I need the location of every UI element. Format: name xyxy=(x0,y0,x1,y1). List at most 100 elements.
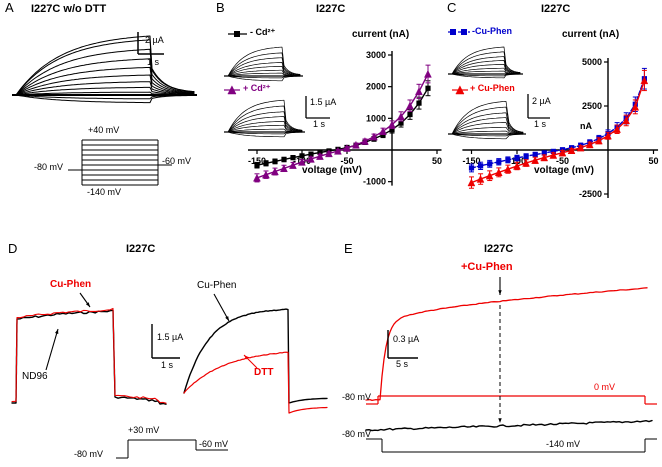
current-trace xyxy=(15,94,195,104)
panel-d-scalebar-vertical-label: 1.5 µA xyxy=(157,332,184,342)
panel-d-cuphen-black-arrow xyxy=(213,293,230,322)
marker-triangle xyxy=(540,153,548,162)
marker-triangle xyxy=(504,165,512,173)
panel-d-protocol-left-label: -80 mV xyxy=(74,449,104,459)
panel-b-title: I227C xyxy=(316,3,346,15)
current-trace xyxy=(227,121,303,133)
panel-c-legend-minus-cuphen: -Cu-Phen xyxy=(472,26,512,36)
marker-triangle xyxy=(406,102,414,110)
panel-a-protocol-bottom-label: -140 mV xyxy=(87,187,122,197)
marker-triangle xyxy=(549,151,558,159)
panel-a-protocol-top-label: +40 mV xyxy=(88,125,120,135)
panel-e-voltage-minus80-red-label: -80 mV xyxy=(342,392,372,402)
current-trace xyxy=(451,73,521,79)
panel-a-letter: A xyxy=(5,0,14,15)
marker-triangle xyxy=(262,171,270,179)
marker-triangle xyxy=(289,161,297,169)
marker-triangle xyxy=(640,76,649,85)
panel-c-letter: C xyxy=(447,0,457,15)
current-trace xyxy=(15,86,195,96)
marker-triangle xyxy=(316,152,324,160)
panel-c-y-axis-unit: nA xyxy=(580,121,592,131)
marker-triangle xyxy=(352,141,360,149)
panel-b-x-axis-title: voltage (mV) xyxy=(302,165,363,176)
y-tick-label: 3000 xyxy=(366,50,386,60)
y-tick-label: 2000 xyxy=(366,82,386,92)
panel-e-cuphen-current-trace xyxy=(365,287,648,402)
panel-b-legend-minus-cd: - Cd²⁺ xyxy=(250,27,276,37)
panel-a-scalebar-vertical-label: 2 µA xyxy=(145,35,164,45)
marker-triangle xyxy=(604,132,612,140)
marker-triangle xyxy=(271,167,279,176)
panel-d-protocol-right-label: -60 mV xyxy=(199,439,229,449)
marker-triangle xyxy=(522,159,530,167)
marker-square xyxy=(541,150,547,156)
panel-b-scalebar-horizontal-label: 1 s xyxy=(313,119,326,129)
marker-square xyxy=(505,157,511,163)
marker-triangle xyxy=(280,164,288,173)
current-trace xyxy=(15,81,195,96)
current-trace xyxy=(451,64,521,75)
panel-c-scalebar-horizontal-label: 1 s xyxy=(534,119,547,129)
panel-d-cuphen-trace xyxy=(11,307,167,404)
x-tick-label: -50 xyxy=(340,156,353,166)
x-tick-label: 50 xyxy=(648,156,658,166)
current-trace xyxy=(227,46,301,77)
marker-square xyxy=(461,29,467,35)
marker-square xyxy=(299,153,305,159)
panel-a-protocol-right-label: -60 mV xyxy=(162,156,192,166)
marker-square xyxy=(478,163,484,169)
current-trace xyxy=(227,116,303,133)
current-trace xyxy=(451,67,521,75)
y-tick-label: 1000 xyxy=(366,113,386,123)
panel-e-title: I227C xyxy=(484,243,514,255)
current-trace xyxy=(451,60,521,75)
marker-triangle xyxy=(513,162,521,170)
marker-square xyxy=(290,155,296,161)
marker-triangle xyxy=(370,133,378,141)
marker-triangle xyxy=(586,140,594,149)
current-trace xyxy=(227,62,301,77)
current-trace xyxy=(451,130,524,135)
marker-square xyxy=(450,29,456,35)
current-trace xyxy=(227,66,301,77)
current-trace xyxy=(15,74,195,96)
current-trace xyxy=(15,66,195,96)
marker-square xyxy=(398,120,404,126)
panel-b-y-axis-title: current (nA) xyxy=(352,29,410,40)
y-tick-label: 2500 xyxy=(582,101,602,111)
marker-triangle xyxy=(631,103,639,111)
current-trace xyxy=(15,48,195,96)
marker-square xyxy=(487,161,493,167)
current-trace xyxy=(227,105,303,133)
panel-d-nd96-arrow xyxy=(45,328,59,371)
current-trace xyxy=(227,57,301,77)
arrow-head xyxy=(498,418,502,423)
current-trace xyxy=(227,111,303,133)
panel-d-cuphen-black-label: Cu-Phen xyxy=(197,280,237,291)
panel-b-scalebar-vertical-label: 1.5 µA xyxy=(310,97,337,107)
marker-square xyxy=(514,155,520,161)
current-trace xyxy=(15,39,195,96)
current-trace xyxy=(227,99,303,133)
marker-triangle xyxy=(476,175,485,183)
panel-e-cuphen-application-label: +Cu-Phen xyxy=(461,261,513,273)
y-tick-label: -2500 xyxy=(579,189,602,199)
current-trace xyxy=(451,117,524,135)
marker-triangle xyxy=(325,149,333,158)
x-tick-label: -150 xyxy=(248,156,266,166)
marker-square xyxy=(496,159,502,165)
current-trace xyxy=(15,58,195,96)
marker-square xyxy=(263,160,269,166)
marker-square xyxy=(425,85,431,91)
y-tick-label: -1000 xyxy=(363,177,386,187)
marker-square xyxy=(281,156,287,163)
marker-triangle xyxy=(379,127,387,135)
marker-triangle xyxy=(361,137,369,145)
marker-triangle xyxy=(343,144,351,152)
current-trace xyxy=(451,100,524,135)
panel-d-title: I227C xyxy=(126,243,156,255)
panel-c-y-axis-title: current (nA) xyxy=(562,29,620,40)
